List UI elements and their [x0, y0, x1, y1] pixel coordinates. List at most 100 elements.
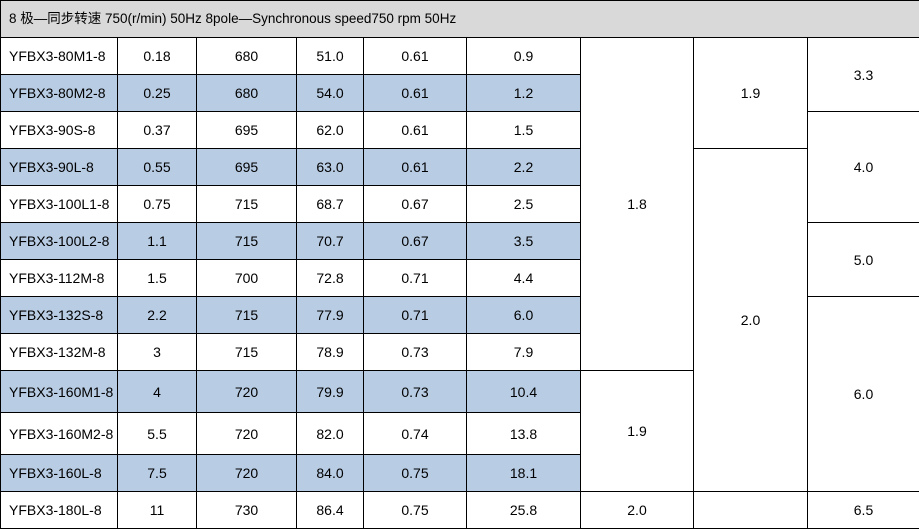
efficiency-cell: 63.0 [296, 148, 364, 186]
model-cell: YFBX3-132S-8 [0, 296, 118, 334]
model-cell: YFBX3-112M-8 [0, 259, 118, 297]
speed-cell: 695 [196, 148, 297, 186]
power-factor-cell: 0.61 [363, 148, 467, 186]
power-factor-cell: 0.73 [363, 370, 467, 413]
merged-cell-col8: 1.9 [693, 37, 808, 149]
power-cell: 1.1 [117, 222, 197, 260]
current-cell: 7.9 [466, 333, 581, 371]
power-cell: 2.2 [117, 296, 197, 334]
current-cell: 1.2 [466, 74, 581, 112]
efficiency-cell: 72.8 [296, 259, 364, 297]
merged-cell-col9: 5.0 [806, 222, 919, 297]
power-factor-cell: 0.67 [363, 185, 467, 223]
efficiency-cell: 54.0 [296, 74, 364, 112]
efficiency-cell: 82.0 [296, 412, 364, 455]
power-factor-cell: 0.74 [363, 412, 467, 455]
power-cell: 0.37 [117, 111, 197, 149]
table-row: YFBX3-80M1-8 0.18 680 51.0 0.61 0.9 1.8 … [0, 37, 919, 371]
model-cell: YFBX3-160M1-8 [0, 370, 118, 413]
current-cell: 6.0 [466, 296, 581, 334]
current-cell: 3.5 [466, 222, 581, 260]
model-cell: YFBX3-132M-8 [0, 333, 118, 371]
merged-cell-col8 [693, 491, 808, 529]
efficiency-cell: 78.9 [296, 333, 364, 371]
speed-cell: 700 [196, 259, 297, 297]
speed-cell: 715 [196, 333, 297, 371]
current-cell: 1.5 [466, 111, 581, 149]
table-row: YFBX3-180L-8 11 730 86.4 0.75 25.8 2.0 6… [0, 491, 919, 529]
model-cell: YFBX3-80M1-8 [0, 37, 118, 75]
current-cell: 10.4 [466, 370, 581, 413]
power-cell: 4 [117, 370, 197, 413]
power-factor-cell: 0.75 [363, 491, 467, 529]
power-factor-cell: 0.75 [363, 454, 467, 492]
current-cell: 18.1 [466, 454, 581, 492]
current-cell: 4.4 [466, 259, 581, 297]
speed-cell: 720 [196, 412, 297, 455]
power-cell: 0.18 [117, 37, 197, 75]
power-factor-cell: 0.67 [363, 222, 467, 260]
efficiency-cell: 84.0 [296, 454, 364, 492]
efficiency-cell: 70.7 [296, 222, 364, 260]
model-cell: YFBX3-160M2-8 [0, 412, 118, 455]
speed-cell: 695 [196, 111, 297, 149]
speed-cell: 715 [196, 222, 297, 260]
power-factor-cell: 0.61 [363, 37, 467, 75]
power-cell: 0.75 [117, 185, 197, 223]
model-cell: YFBX3-90S-8 [0, 111, 118, 149]
efficiency-cell: 77.9 [296, 296, 364, 334]
merged-cell-col9: 6.5 [806, 491, 919, 529]
table-row: YFBX3-160M1-8 4 720 79.9 0.73 10.4 1.9 [0, 370, 919, 492]
power-factor-cell: 0.61 [363, 111, 467, 149]
speed-cell: 730 [196, 491, 297, 529]
speed-cell: 680 [196, 37, 297, 75]
power-factor-cell: 0.71 [363, 259, 467, 297]
efficiency-cell: 62.0 [296, 111, 364, 149]
power-cell: 0.55 [117, 148, 197, 186]
power-cell: 1.5 [117, 259, 197, 297]
power-factor-cell: 0.71 [363, 296, 467, 334]
table-title: 8 极—同步转速 750(r/min) 50Hz 8pole—Synchrono… [0, 0, 919, 38]
table-row: YFBX3-90L-8 0.55 695 63.0 0.61 2.2 2.0 [0, 148, 919, 492]
current-cell: 2.2 [466, 148, 581, 186]
model-cell: YFBX3-80M2-8 [0, 74, 118, 112]
current-cell: 0.9 [466, 37, 581, 75]
current-cell: 25.8 [466, 491, 581, 529]
table-row: YFBX3-100L1-8 0.75 715 68.7 0.67 2.5 [0, 185, 919, 223]
table-row: YFBX3-132S-8 2.2 715 77.9 0.71 6.0 6.0 [0, 296, 919, 492]
merged-cell-col7: 2.0 [580, 491, 694, 529]
current-cell: 13.8 [466, 412, 581, 455]
merged-cell-col7: 1.8 [580, 37, 694, 371]
current-cell: 2.5 [466, 185, 581, 223]
efficiency-cell: 79.9 [296, 370, 364, 413]
power-cell: 0.25 [117, 74, 197, 112]
table-row: YFBX3-80M2-8 0.25 680 54.0 0.61 1.2 [0, 74, 919, 112]
merged-cell-col7: 1.9 [580, 370, 694, 492]
table-row: YFBX3-90S-8 0.37 695 62.0 0.61 1.5 4.0 [0, 111, 919, 223]
table-row: YFBX3-132M-8 3 715 78.9 0.73 7.9 [0, 333, 919, 371]
power-cell: 11 [117, 491, 197, 529]
merged-cell-col8: 2.0 [693, 148, 808, 492]
model-cell: YFBX3-100L1-8 [0, 185, 118, 223]
power-factor-cell: 0.61 [363, 74, 467, 112]
power-cell: 5.5 [117, 412, 197, 455]
power-cell: 7.5 [117, 454, 197, 492]
merged-cell-col9: 4.0 [806, 111, 919, 223]
table-title-row: 8 极—同步转速 750(r/min) 50Hz 8pole—Synchrono… [0, 0, 919, 38]
power-factor-cell: 0.73 [363, 333, 467, 371]
speed-cell: 715 [196, 185, 297, 223]
model-cell: YFBX3-100L2-8 [0, 222, 118, 260]
model-cell: YFBX3-90L-8 [0, 148, 118, 186]
speed-cell: 680 [196, 74, 297, 112]
efficiency-cell: 68.7 [296, 185, 364, 223]
merged-cell-col9: 3.3 [806, 37, 919, 112]
power-cell: 3 [117, 333, 197, 371]
table-row: YFBX3-100L2-8 1.1 715 70.7 0.67 3.5 5.0 [0, 222, 919, 297]
efficiency-cell: 51.0 [296, 37, 364, 75]
merged-cell-col9: 6.0 [806, 296, 919, 492]
model-cell: YFBX3-160L-8 [0, 454, 118, 492]
efficiency-cell: 86.4 [296, 491, 364, 529]
speed-cell: 715 [196, 296, 297, 334]
speed-cell: 720 [196, 370, 297, 413]
